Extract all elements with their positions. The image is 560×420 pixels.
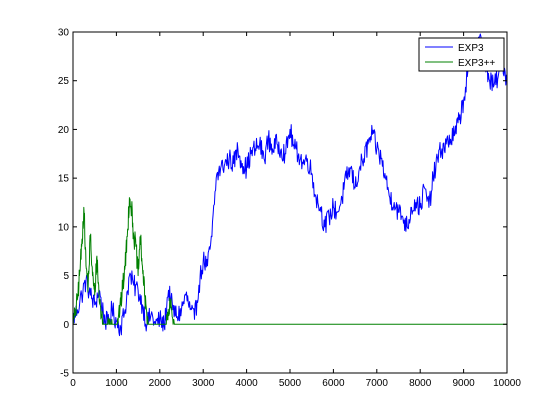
x-tick-label: 3000 xyxy=(192,378,215,389)
series-line-exp3 xyxy=(72,33,508,337)
x-tick-label: 9000 xyxy=(452,378,475,389)
x-tick-label: 10000 xyxy=(493,378,521,389)
ticks-layer: 0 1000 2000 3000 4000 5000 6000 7000 8000 9000 100… xyxy=(58,28,521,390)
x-tick-label: 5000 xyxy=(279,378,302,389)
y-tick-label: 0 xyxy=(63,320,69,331)
x-tick-label: 8000 xyxy=(409,378,432,389)
legend: EXP3 EXP3++ xyxy=(418,37,505,72)
y-tick-label: 10 xyxy=(58,222,70,233)
legend-label-exp3: EXP3 xyxy=(458,43,484,54)
legend-label-exp3pp: EXP3++ xyxy=(458,58,495,69)
y-tick-label: 20 xyxy=(58,125,70,136)
x-tick-label: 0 xyxy=(70,378,76,389)
legend-box xyxy=(418,37,505,72)
y-tick-label: 5 xyxy=(63,271,69,282)
y-tick-label: 25 xyxy=(58,76,70,87)
plot-area xyxy=(73,32,507,373)
x-tick-label: 2000 xyxy=(149,378,172,389)
x-tick-label: 1000 xyxy=(105,378,128,389)
y-tick-label: 30 xyxy=(58,28,70,39)
series-line-exp3pp xyxy=(72,197,507,325)
y-tick-label: 15 xyxy=(58,174,70,185)
y-tick-label: -5 xyxy=(60,369,69,380)
x-tick-label: 7000 xyxy=(366,378,389,389)
series-layer xyxy=(72,33,508,337)
x-tick-label: 6000 xyxy=(322,378,345,389)
x-tick-label: 4000 xyxy=(235,378,258,389)
